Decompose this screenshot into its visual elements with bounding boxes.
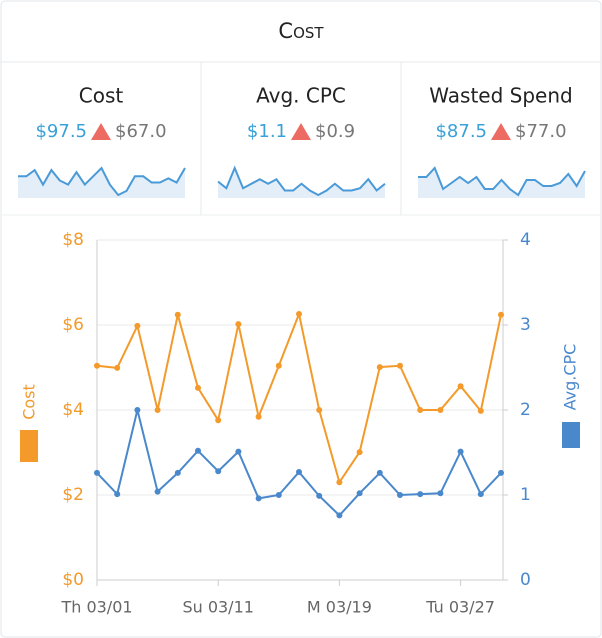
data-point <box>316 407 323 413</box>
sparkline <box>217 165 386 197</box>
sparkline-area <box>418 168 585 198</box>
data-point <box>397 492 403 498</box>
y2-tick-label: 1 <box>520 485 531 505</box>
data-point <box>195 384 201 391</box>
data-point <box>356 490 363 497</box>
y2-tick-label: 0 <box>520 570 531 590</box>
data-point <box>437 490 444 497</box>
y2-tick-label: 3 <box>520 315 531 335</box>
header-title: Cost <box>278 19 324 43</box>
data-point <box>174 469 181 476</box>
data-point <box>174 311 181 318</box>
legend-swatch <box>562 422 580 448</box>
data-point <box>316 492 323 499</box>
data-point <box>296 310 302 317</box>
x-tick-label: M 03/19 <box>307 598 372 617</box>
data-point <box>215 468 222 475</box>
data-point <box>477 407 484 414</box>
data-point <box>114 364 121 371</box>
data-point <box>457 383 464 390</box>
data-point <box>457 448 464 455</box>
x-tick-label: Su 03/11 <box>182 598 254 617</box>
data-point <box>215 417 222 424</box>
kpi-label: Avg. CPC <box>256 84 346 108</box>
x-tick-label: Th 03/01 <box>60 598 132 617</box>
kpi-value: $97.5 <box>35 121 87 142</box>
data-point <box>154 488 161 495</box>
kpi-previous: $77.0 <box>515 121 567 142</box>
trend-up-icon <box>491 123 511 140</box>
legend-label: Cost <box>20 384 39 420</box>
data-point <box>255 413 262 420</box>
kpi-value: $87.5 <box>435 121 487 142</box>
data-point <box>336 512 343 519</box>
data-point <box>376 364 383 371</box>
kpi-value: $1.1 <box>247 121 287 142</box>
data-point <box>417 407 424 413</box>
kpi-label: Cost <box>79 84 124 108</box>
data-point <box>417 491 424 498</box>
y-tick-label: $6 <box>62 315 84 335</box>
data-point <box>275 492 282 498</box>
data-point <box>437 407 444 413</box>
y-tick-label: $2 <box>62 485 84 505</box>
data-point <box>356 449 363 456</box>
data-point <box>498 469 504 476</box>
y-tick-label: $0 <box>62 570 84 590</box>
data-point <box>275 362 282 369</box>
legend-label: Avg.CPC <box>561 344 580 411</box>
data-point <box>154 407 161 413</box>
data-point <box>114 491 121 498</box>
y2-tick-label: 4 <box>520 230 531 250</box>
data-point <box>255 495 262 502</box>
data-point <box>94 362 100 369</box>
data-point <box>477 491 484 498</box>
trend-up-icon <box>91 123 111 140</box>
data-point <box>134 407 141 413</box>
data-point <box>195 447 201 454</box>
data-point <box>498 311 504 318</box>
data-point <box>336 479 343 486</box>
y-tick-label: $4 <box>62 400 84 420</box>
data-point <box>235 448 242 455</box>
kpi-previous: $0.9 <box>315 121 355 142</box>
y-tick-label: $8 <box>62 230 84 250</box>
data-point <box>235 321 242 328</box>
data-point <box>397 362 403 369</box>
sparkline <box>418 166 586 197</box>
data-point <box>94 469 100 476</box>
data-point <box>376 469 383 476</box>
sparkline <box>18 166 186 197</box>
sparkline-area <box>18 168 185 198</box>
x-tick-label: Tu 03/27 <box>425 598 495 617</box>
trend-up-icon <box>291 123 311 140</box>
data-point <box>296 469 302 476</box>
y2-tick-label: 2 <box>520 400 531 420</box>
kpi-previous: $67.0 <box>115 121 167 142</box>
kpi-label: Wasted Spend <box>429 84 572 108</box>
legend-swatch <box>20 430 38 462</box>
data-point <box>134 322 141 329</box>
